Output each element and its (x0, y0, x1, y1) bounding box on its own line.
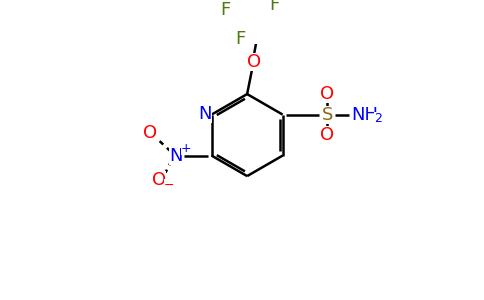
Text: S: S (321, 106, 333, 124)
Text: F: F (220, 1, 230, 19)
Text: O: O (143, 124, 157, 142)
Text: N: N (169, 147, 182, 165)
Text: 2: 2 (375, 112, 382, 125)
Text: −: − (164, 179, 174, 192)
Text: O: O (320, 85, 334, 103)
Text: F: F (235, 30, 245, 48)
Text: F: F (269, 0, 280, 14)
Text: NH: NH (351, 106, 378, 124)
Text: O: O (320, 126, 334, 144)
Text: O: O (247, 52, 261, 70)
Text: O: O (151, 170, 166, 188)
Text: +: + (181, 142, 191, 155)
Text: N: N (198, 105, 212, 123)
